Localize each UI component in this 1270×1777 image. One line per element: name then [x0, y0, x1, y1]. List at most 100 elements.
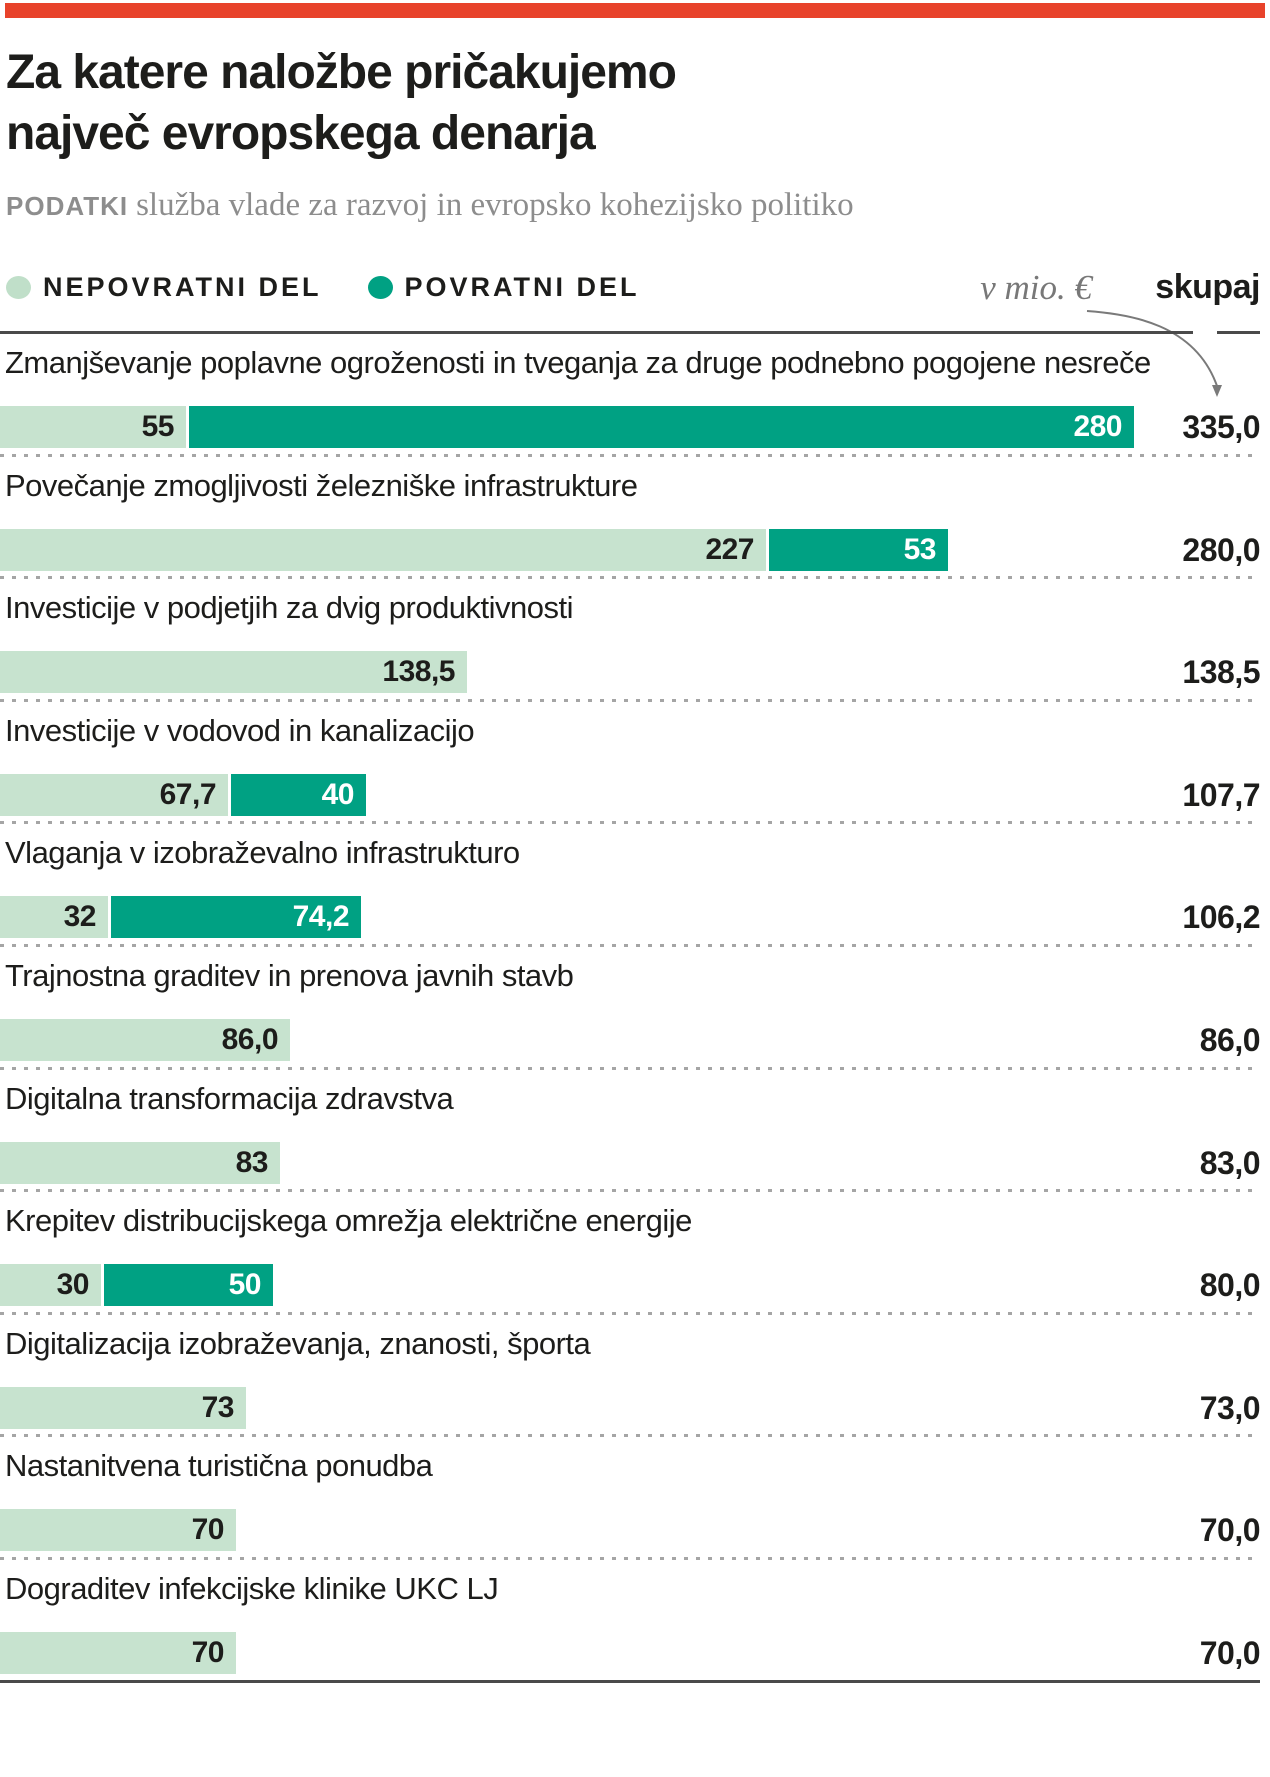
total-column-header: skupaj [1155, 268, 1260, 306]
chart-row: Investicije v vodovod in kanalizacijo 67… [0, 702, 1260, 825]
legend-label-povratni: POVRATNI DEL [404, 272, 640, 302]
row-total: 73,0 [1199, 1389, 1261, 1426]
row-separator [0, 821, 1260, 825]
row-separator [0, 698, 1260, 702]
page-title-line1: Za katere naložbe pričakujemo [6, 46, 677, 99]
row-total: 335,0 [1182, 409, 1260, 445]
row-total: 107,7 [1182, 776, 1260, 813]
row-separator [0, 1556, 1260, 1560]
bar-segment-nepovratni: 227 [0, 528, 766, 571]
chart-row: Investicije v podjetjih za dvig produkti… [0, 579, 1260, 702]
bar-segment-nepovratni: 73 [0, 1386, 246, 1429]
chart-row: Zmanjševanje poplavne ogroženosti in tve… [0, 334, 1260, 457]
legend-label-nepovratni: NEPOVRATNI DEL [43, 272, 322, 302]
bar-track: 86,0 [0, 1018, 290, 1061]
category-label: Dograditev infekcijske klinike UKC LJ [5, 1570, 499, 1606]
bar-value-povratni: 50 [228, 1268, 262, 1302]
bar-track: 70 [0, 1631, 236, 1674]
category-label: Investicije v podjetjih za dvig produkti… [5, 590, 574, 626]
bar-track: 73 [0, 1386, 246, 1429]
bar-segment-nepovratni: 67,7 [0, 773, 228, 816]
bar-value-nepovratni: 86,0 [221, 1022, 279, 1056]
bar-segment-nepovratni: 86,0 [0, 1018, 290, 1061]
category-label: Digitalizacija izobraževanja, znanosti, … [5, 1325, 591, 1361]
row-total: 83,0 [1199, 1144, 1261, 1181]
legend-item-povratni: POVRATNI DEL [367, 272, 640, 303]
row-total: 106,2 [1182, 899, 1260, 936]
bar-track: 55 280 [0, 406, 1134, 448]
nepovratni-dot-icon [6, 276, 31, 299]
bar-segment-povratni: 280 [189, 406, 1134, 448]
bar-value-nepovratni: 55 [141, 410, 175, 443]
chart-row: Povečanje zmogljivosti železniške infras… [0, 457, 1260, 580]
row-separator [0, 576, 1260, 580]
category-label: Vlaganja v izobraževalno infrastrukturo [5, 835, 520, 871]
bar-value-povratni: 280 [1073, 410, 1122, 443]
chart-row: Trajnostna graditev in prenova javnih st… [0, 947, 1261, 1070]
bar-value-nepovratni: 67,7 [159, 777, 217, 811]
row-separator [0, 1189, 1260, 1193]
source-label: PODATKI [6, 191, 129, 221]
chart-row: Digitalna transformacija zdravstva 83 83… [0, 1070, 1261, 1193]
chart-row: Krepitev distribucijskega omrežja elektr… [0, 1192, 1261, 1315]
row-total: 70,0 [1199, 1634, 1261, 1671]
chart-row: Digitalizacija izobraževanja, znanosti, … [0, 1315, 1261, 1438]
row-separator [0, 1434, 1260, 1438]
source-line: PODATKI služba vlade za razvoj in evropsk… [6, 186, 1206, 225]
bar-track: 138,5 [0, 651, 467, 694]
bar-track: 70 [0, 1509, 236, 1552]
bar-value-nepovratni: 73 [201, 1390, 235, 1424]
legend: NEPOVRATNI DEL POVRATNI DEL [6, 272, 640, 303]
chart-row: Vlaganja v izobraževalno infrastrukturo … [0, 824, 1260, 947]
bar-value-nepovratni: 227 [705, 532, 754, 566]
bar-value-nepovratni: 83 [235, 1145, 269, 1179]
bar-value-nepovratni: 70 [191, 1635, 225, 1669]
row-separator [0, 453, 1260, 457]
bar-value-povratni: 74,2 [292, 900, 350, 934]
bar-value-povratni: 53 [903, 532, 937, 566]
bar-value-nepovratni: 32 [63, 900, 97, 934]
row-separator [0, 1311, 1260, 1315]
row-total: 86,0 [1199, 1021, 1261, 1058]
category-label: Nastanitvena turistična ponudba [5, 1448, 433, 1484]
category-label: Zmanjševanje poplavne ogroženosti in tve… [5, 345, 1151, 380]
category-label: Krepitev distribucijskega omrežja elektr… [5, 1203, 692, 1239]
row-total: 280,0 [1182, 531, 1260, 568]
bar-segment-povratni: 53 [769, 528, 948, 571]
bar-segment-nepovratni: 32 [0, 896, 108, 939]
chart-rows: Zmanjševanje poplavne ogroženosti in tve… [0, 334, 1261, 1683]
header-rule [0, 331, 1260, 334]
bar-track: 227 53 [0, 528, 948, 571]
bar-value-povratni: 40 [321, 777, 355, 811]
row-total: 138,5 [1182, 654, 1260, 691]
bar-value-nepovratni: 30 [56, 1268, 90, 1302]
bar-track: 67,7 40 [0, 773, 366, 816]
chart-row: Nastanitvena turistična ponudba 70 70,0 [0, 1437, 1261, 1560]
bar-track: 30 50 [0, 1264, 273, 1307]
bar-segment-nepovratni: 55 [0, 406, 186, 448]
povratni-dot-icon [367, 276, 393, 299]
page-title-line2: največ evropskega denarja [6, 107, 596, 160]
category-label: Povečanje zmogljivosti železniške infras… [5, 467, 638, 503]
bar-track: 83 [0, 1141, 280, 1184]
chart-row: Dograditev infekcijske klinike UKC LJ 70… [0, 1560, 1261, 1683]
bar-value-nepovratni: 70 [191, 1513, 225, 1547]
bar-segment-nepovratni: 138,5 [0, 651, 467, 694]
category-label: Investicije v vodovod in kanalizacijo [5, 712, 475, 748]
row-separator [0, 943, 1260, 947]
category-label: Trajnostna graditev in prenova javnih st… [5, 957, 574, 993]
source-text: služba vlade za razvoj in evropsko kohez… [136, 187, 854, 223]
bar-segment-povratni: 74,2 [111, 896, 361, 939]
row-separator [0, 1679, 1260, 1683]
bar-segment-nepovratni: 83 [0, 1141, 280, 1184]
unit-label: v mio. € [980, 268, 1092, 307]
skupaj-arrow-icon [1086, 310, 1222, 397]
bar-segment-nepovratni: 30 [0, 1264, 101, 1307]
top-accent-bar [5, 3, 1265, 18]
bar-segment-povratni: 40 [231, 773, 366, 816]
row-total: 80,0 [1199, 1267, 1261, 1304]
bar-value-nepovratni: 138,5 [382, 655, 455, 689]
bar-segment-povratni: 50 [104, 1264, 273, 1307]
category-label: Digitalna transformacija zdravstva [5, 1080, 454, 1116]
bar-track: 32 74,2 [0, 896, 361, 939]
